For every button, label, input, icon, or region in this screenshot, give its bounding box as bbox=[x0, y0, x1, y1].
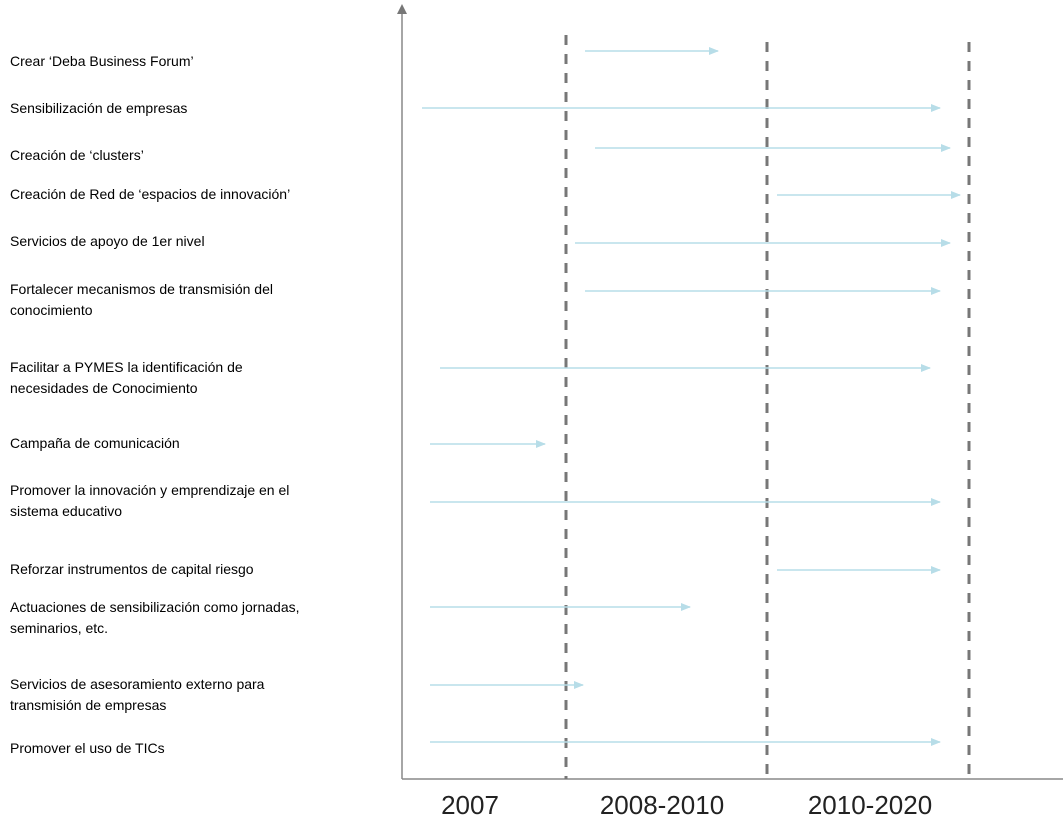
task-label: Creación de ‘clusters’ bbox=[10, 147, 144, 163]
task-label: conocimiento bbox=[10, 302, 93, 318]
period-label: 2007 bbox=[441, 790, 499, 820]
task-label: Fortalecer mecanismos de transmisión del bbox=[10, 281, 273, 297]
task-label: Promover la innovación y emprendizaje en… bbox=[10, 482, 289, 498]
period-label: 2010-2020 bbox=[808, 790, 932, 820]
task-label: Reforzar instrumentos de capital riesgo bbox=[10, 561, 254, 577]
task-label: sistema educativo bbox=[10, 503, 122, 519]
task-label: Crear ‘Deba Business Forum’ bbox=[10, 53, 194, 69]
task-label: necesidades de Conocimiento bbox=[10, 380, 198, 396]
task-label: Promover el uso de TICs bbox=[10, 740, 165, 756]
task-label: Servicios de asesoramiento externo para bbox=[10, 676, 265, 692]
task-label: Actuaciones de sensibilización como jorn… bbox=[10, 599, 300, 615]
task-label: Servicios de apoyo de 1er nivel bbox=[10, 233, 205, 249]
task-label: Campaña de comunicación bbox=[10, 435, 180, 451]
task-label: transmisión de empresas bbox=[10, 697, 166, 713]
task-label: seminarios, etc. bbox=[10, 620, 108, 636]
task-label: Facilitar a PYMES la identificación de bbox=[10, 359, 243, 375]
period-dividers bbox=[564, 35, 971, 779]
task-label: Creación de Red de ‘espacios de innovaci… bbox=[10, 186, 290, 202]
period-label: 2008-2010 bbox=[600, 790, 724, 820]
task-label: Sensibilización de empresas bbox=[10, 100, 187, 116]
